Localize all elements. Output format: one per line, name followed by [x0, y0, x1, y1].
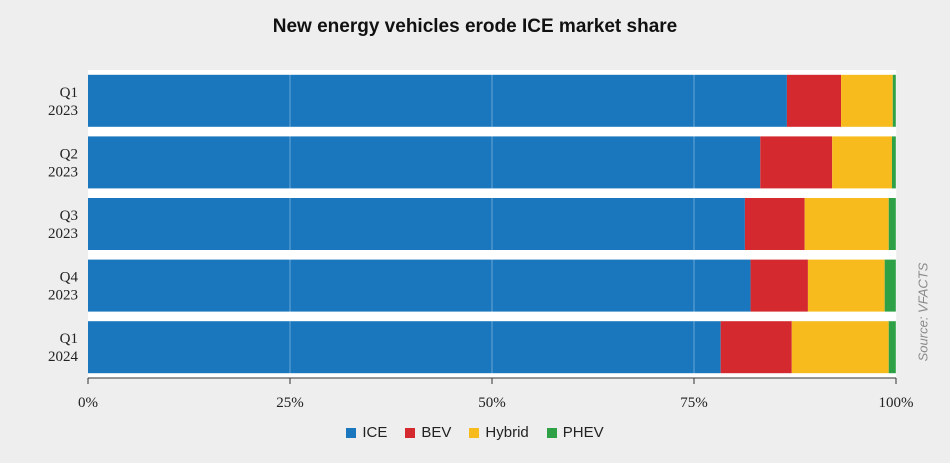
bar-bev-q1-2023	[786, 74, 842, 127]
bar-ice-q4-2023	[88, 259, 751, 312]
bar-phev-q1-2024	[888, 321, 896, 374]
legend-label: ICE	[362, 424, 388, 441]
bar-ice-q1-2023	[88, 74, 787, 127]
legend-label: BEV	[421, 424, 452, 441]
y-tick-label: Q2 2023	[48, 146, 78, 180]
bar-bev-q2-2023	[760, 136, 833, 189]
x-tick-label: 100%	[879, 395, 914, 411]
x-tick-label: 75%	[680, 395, 708, 411]
y-tick-label: Q3 2023	[48, 208, 78, 242]
legend-label: Hybrid	[485, 424, 529, 441]
x-tick-label: 25%	[276, 395, 304, 411]
bar-bev-q1-2024	[720, 321, 792, 374]
bar-hybrid-q3-2023	[804, 198, 889, 250]
bar-phev-q2-2023	[891, 136, 896, 189]
legend-label: PHEV	[562, 424, 604, 441]
legend-swatch	[469, 427, 480, 438]
legend-item-phev: PHEV	[546, 424, 604, 441]
bar-hybrid-q4-2023	[807, 259, 885, 312]
legend-swatch	[346, 427, 357, 438]
y-tick-label: Q1 2024	[48, 331, 79, 365]
y-tick-label: Q4 2023	[48, 270, 78, 304]
legend-item-bev: BEV	[405, 424, 451, 441]
bar-hybrid-q1-2024	[791, 321, 889, 374]
y-tick-label: Q1 2023	[48, 85, 78, 119]
x-tick-label: 50%	[478, 395, 506, 411]
legend: ICE BEV Hybrid PHEV	[0, 424, 950, 441]
legend-swatch	[546, 427, 557, 438]
legend-item-ice: ICE	[346, 424, 387, 441]
bar-phev-q4-2023	[884, 259, 896, 312]
bar-hybrid-q1-2023	[841, 74, 893, 127]
bar-ice-q3-2023	[88, 198, 745, 250]
bar-ice-q2-2023	[88, 136, 761, 189]
bar-hybrid-q2-2023	[832, 136, 892, 189]
bar-phev-q3-2023	[888, 198, 896, 250]
legend-swatch	[405, 427, 416, 438]
x-tick-label: 0%	[78, 395, 98, 411]
source-note: Source: VFACTS	[915, 262, 931, 362]
legend-item-hybrid: Hybrid	[469, 424, 529, 441]
bar-bev-q3-2023	[744, 198, 805, 250]
bar-ice-q1-2024	[88, 321, 721, 374]
bar-phev-q1-2023	[892, 74, 896, 127]
bar-bev-q4-2023	[750, 259, 808, 312]
chart-title: New energy vehicles erode ICE market sha…	[272, 16, 678, 37]
